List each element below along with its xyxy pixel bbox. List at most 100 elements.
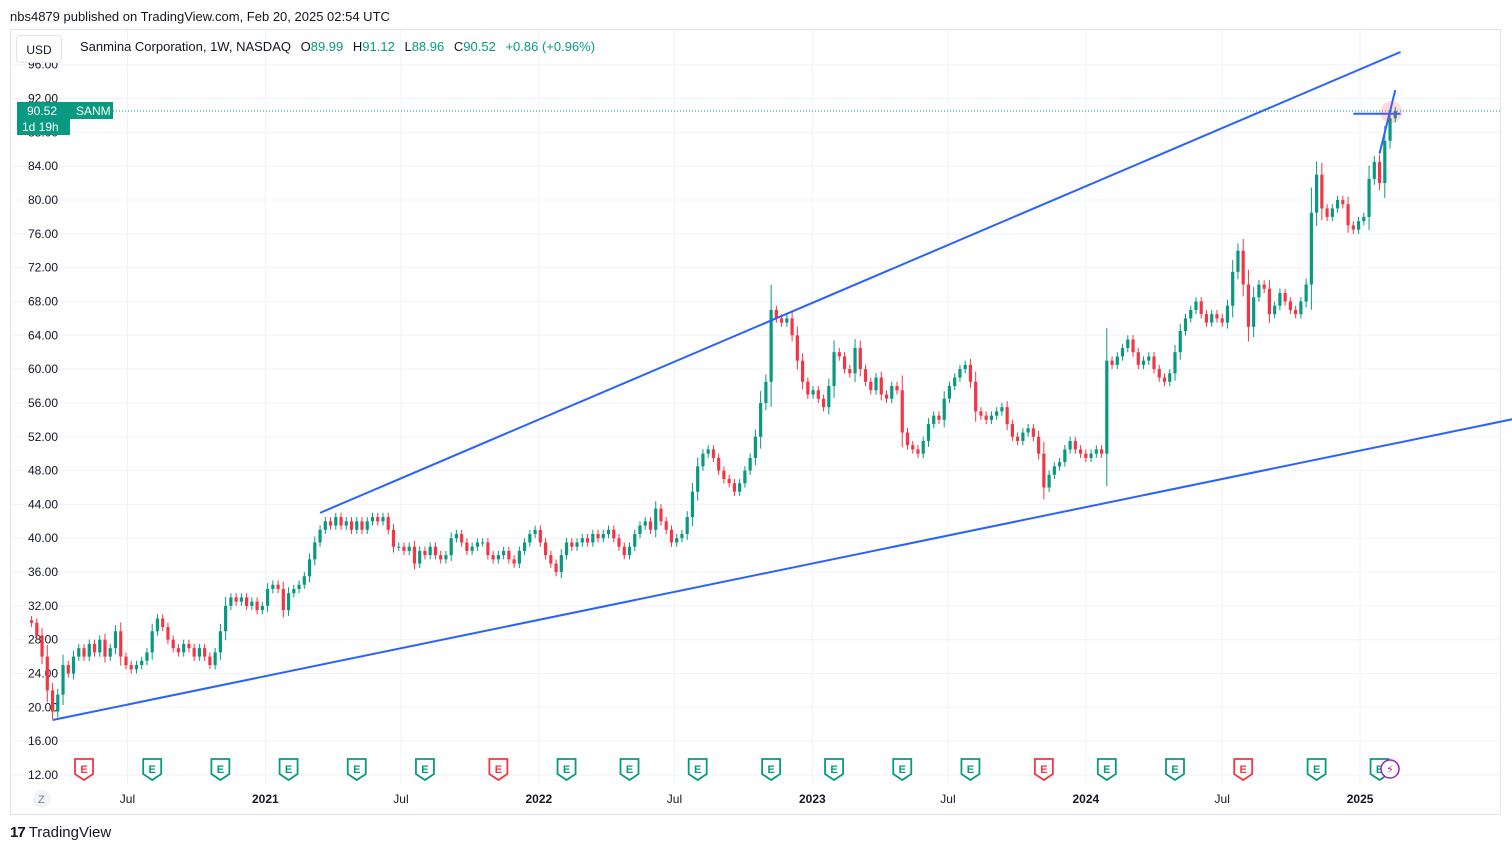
candle-body	[748, 457, 752, 471]
candle-body	[386, 517, 390, 530]
earnings-marker	[488, 758, 509, 782]
y-tick-label: 48.00	[28, 464, 58, 478]
candle-body	[785, 318, 789, 323]
candle-body	[958, 369, 962, 378]
earnings-label: E	[767, 764, 774, 776]
candle-body	[119, 631, 123, 657]
candle-body	[1362, 216, 1366, 222]
candle-body	[61, 665, 65, 695]
candle-body	[496, 555, 500, 560]
earnings-marker	[278, 758, 299, 782]
change-value: +0.86 (+0.96%)	[505, 39, 596, 54]
candle-body	[905, 432, 910, 446]
candle-body	[790, 318, 794, 336]
candle-body	[35, 622, 39, 636]
candle-body	[376, 517, 380, 522]
candle-body	[318, 529, 322, 543]
candle-body	[1031, 428, 1035, 437]
candle-body	[979, 411, 983, 416]
candle-body	[297, 584, 301, 589]
earnings-label: E	[1103, 764, 1110, 776]
candle-body	[349, 521, 354, 530]
y-tick-label: 20.00	[28, 700, 58, 714]
candle-body	[863, 369, 868, 382]
high-value: 91.12	[362, 39, 395, 54]
candle-body	[706, 449, 710, 454]
candle-body	[187, 643, 191, 649]
candle-body	[937, 415, 941, 420]
candle-body	[1183, 318, 1188, 332]
candle-body	[669, 529, 674, 543]
candle-body	[890, 386, 894, 399]
candle-body	[1236, 250, 1240, 272]
candle-body	[491, 555, 495, 560]
currency-selector[interactable]: USD	[16, 35, 62, 63]
y-tick-label: 40.00	[28, 531, 58, 545]
candle-body	[1283, 293, 1287, 302]
y-tick-label: 24.00	[28, 667, 58, 681]
candle-body	[932, 415, 936, 425]
candle-body	[161, 618, 165, 628]
candle-body	[454, 534, 459, 539]
candle-body	[953, 377, 957, 387]
low-label: L	[404, 39, 412, 54]
candle-body	[145, 652, 149, 661]
candle-body	[360, 521, 364, 530]
trendlines[interactable]	[52, 51, 1512, 722]
candle-body	[916, 449, 920, 454]
candle-body	[643, 521, 647, 526]
candle-body	[1215, 314, 1219, 319]
candle-body	[71, 656, 76, 674]
candle-body	[512, 559, 516, 564]
candle-body	[313, 542, 317, 560]
scale-toggle-label: Z	[38, 794, 45, 806]
candle-body	[1231, 271, 1235, 306]
y-tick-label: 32.00	[28, 599, 58, 613]
x-tick-label: 2021	[252, 792, 279, 806]
candle-body	[423, 550, 427, 556]
candle-body	[874, 377, 878, 391]
earnings-label: E	[626, 764, 633, 776]
candle-body	[1252, 297, 1256, 327]
candle-body	[1189, 309, 1193, 319]
y-tick-label: 44.00	[28, 497, 58, 511]
candle-body	[465, 542, 469, 551]
candle-body	[402, 546, 406, 551]
candle-body	[134, 665, 139, 670]
candle-body	[963, 364, 967, 370]
tradingview-logo[interactable]: 17 TradingView	[10, 824, 111, 841]
candle-body	[1136, 352, 1140, 365]
x-tick-label: 2025	[1347, 792, 1374, 806]
earnings-marker	[210, 758, 231, 782]
candle-body	[1162, 377, 1167, 382]
candle-body	[1042, 453, 1046, 488]
candle-body	[612, 529, 616, 539]
earnings-events[interactable]: E E E E E E E E E E E E E E E E E E E E ⚡	[74, 758, 1400, 782]
candle-body	[92, 643, 97, 653]
scale-toggle[interactable]: Z	[33, 790, 51, 808]
candle-body	[486, 542, 490, 556]
candle-body	[848, 369, 852, 374]
candle-body	[853, 347, 857, 374]
candle-body	[103, 639, 107, 657]
candle-body	[370, 517, 375, 522]
candle-body	[1016, 436, 1020, 441]
candle-body	[1377, 161, 1382, 184]
x-tick-label: Jul	[940, 792, 955, 806]
candle-body	[1000, 407, 1004, 412]
price-badge: 90.52 SANM 1d 19h	[17, 102, 113, 135]
candle-body	[564, 542, 569, 556]
candle-body	[271, 584, 275, 589]
symbol-title[interactable]: Sanmina Corporation, 1W, NASDAQ	[80, 39, 291, 54]
candle-body	[1367, 178, 1371, 217]
candle-body	[292, 588, 296, 594]
candle-body	[984, 415, 988, 420]
candle-body	[334, 517, 338, 526]
candle-body	[648, 521, 653, 530]
candle-body	[696, 466, 700, 492]
candle-body	[1299, 301, 1303, 315]
candle-body	[397, 546, 401, 548]
candle-body	[224, 605, 228, 632]
earnings-label: E	[80, 764, 87, 776]
